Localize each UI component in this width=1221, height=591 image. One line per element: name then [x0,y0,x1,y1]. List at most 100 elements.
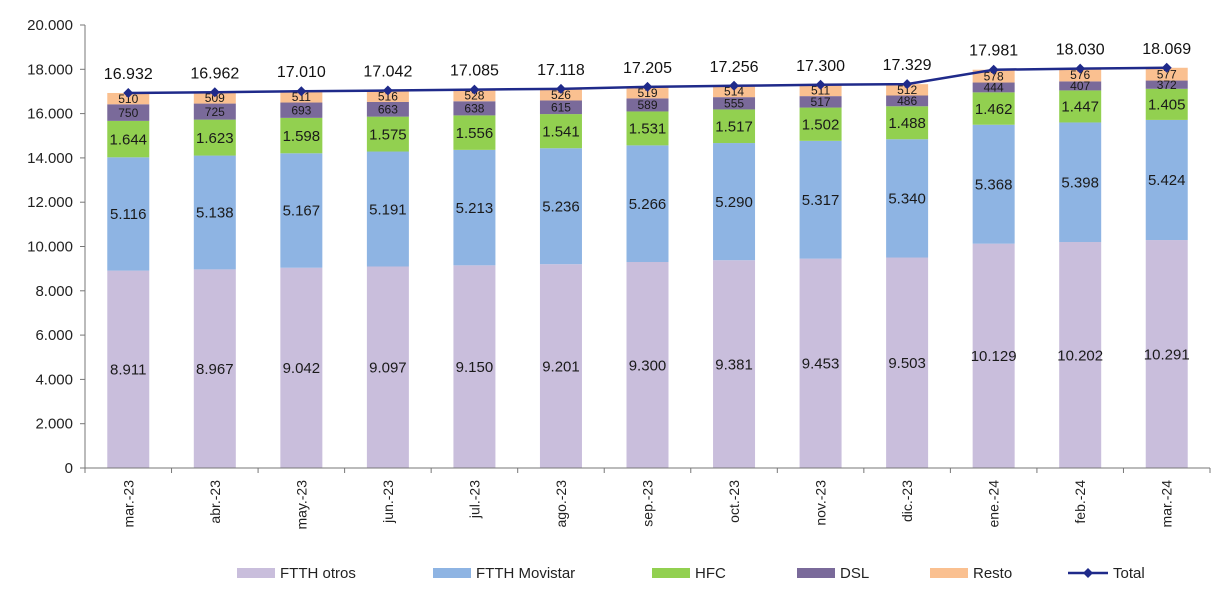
data-label: 8.911 [110,362,146,379]
bar-segment-ftth-movistar [107,157,150,271]
data-label: 9.042 [283,360,321,377]
bar-segment-dsl [626,98,669,112]
bar-segment-resto [107,92,150,105]
data-label: 10.129 [971,348,1017,365]
y-tick-label: 14.000 [27,150,73,167]
total-marker [815,79,826,90]
total-marker [555,83,566,94]
legend-label: FTTH Movistar [476,565,575,582]
bar-segment-ftth-otros [799,258,842,468]
bar-segment-hfc [886,106,929,140]
legend-swatch [652,568,690,578]
legend-label: Resto [973,565,1012,582]
data-label: 516 [378,89,398,103]
data-label: 514 [724,85,744,99]
total-marker [296,86,307,97]
bar-segment-hfc [1059,90,1102,123]
bar-segment-ftth-movistar [799,140,842,259]
data-label: 5.290 [715,194,753,211]
bar-segment-ftth-movistar [972,124,1015,244]
bar-segment-resto [366,90,409,102]
data-label: 9.503 [888,355,926,372]
data-label: 5.213 [456,200,494,217]
data-label: 750 [118,106,138,120]
total-label: 18.069 [1142,41,1191,58]
data-label: 510 [118,92,138,106]
bar-segment-ftth-otros [366,266,409,468]
x-tick-label: sep.-23 [640,480,656,527]
data-label: 5.138 [196,205,234,222]
data-label: 615 [551,100,571,114]
bar-segment-hfc [1145,88,1188,120]
bar-segment-ftth-otros [713,260,756,468]
x-tick-label: jun.-23 [380,480,396,524]
data-label: 1.644 [109,131,147,148]
legend-swatch [433,568,471,578]
bar-segment-ftth-otros [280,267,323,468]
total-label: 17.085 [450,63,499,80]
bar-segment-resto [972,69,1015,83]
bar-segment-ftth-otros [972,243,1015,468]
bar-segment-ftth-otros [539,264,582,468]
bar-segment-resto [886,84,929,96]
data-label: 1.598 [283,128,321,145]
y-tick-label: 10.000 [27,239,73,256]
bar-segment-hfc [280,117,323,154]
bar-segment-ftth-otros [453,265,496,468]
data-label: 1.462 [975,101,1013,118]
bar-segment-resto [539,88,582,101]
data-label: 10.291 [1144,346,1190,363]
x-tick-label: ene.-24 [986,480,1002,528]
total-marker [902,79,913,90]
total-marker [988,64,999,75]
data-label: 486 [897,94,917,108]
data-label: 1.447 [1061,99,1099,116]
data-label: 1.556 [456,125,494,142]
data-label: 5.116 [110,206,146,223]
total-label: 17.042 [363,64,412,81]
data-label: 526 [551,88,571,102]
data-label: 528 [464,89,484,103]
bar-segment-ftth-otros [193,269,236,468]
total-marker [642,81,653,92]
total-marker [1075,63,1086,74]
bar-segment-ftth-otros [1145,240,1188,468]
bar-segment-ftth-movistar [453,149,496,266]
bar-segment-ftth-movistar [193,155,236,270]
y-tick-label: 12.000 [27,194,73,211]
data-label: 519 [637,86,657,100]
legend-label: FTTH otros [280,565,356,582]
bar-segment-ftth-movistar [366,151,409,267]
total-label: 17.205 [623,60,672,77]
bar-segment-dsl [799,96,842,108]
bar-segment-dsl [453,101,496,116]
total-label: 16.932 [104,66,153,83]
bar-segment-ftth-movistar [713,143,756,261]
data-label: 5.167 [283,203,321,220]
bar-segment-dsl [193,103,236,120]
bar-segment-hfc [539,114,582,149]
bar-segment-resto [453,89,496,102]
bar-segment-ftth-otros [626,262,669,468]
bar-segment-hfc [107,120,150,158]
data-label: 1.517 [715,118,753,135]
x-tick-label: dic.-23 [899,480,915,522]
data-label: 517 [811,95,831,109]
legend-label: HFC [695,565,726,582]
bar-segment-ftth-otros [107,270,150,468]
legend-label: Total [1113,565,1145,582]
y-tick-label: 16.000 [27,106,73,123]
data-label: 372 [1157,78,1177,92]
bar-segment-resto [799,84,842,97]
data-label: 511 [292,90,311,104]
data-label: 1.623 [196,130,234,147]
legend-swatch [797,568,835,578]
bar-segment-resto [626,86,669,99]
total-label: 17.300 [796,58,845,75]
data-label: 576 [1070,68,1090,82]
data-label: 5.236 [542,198,580,215]
bar-segment-dsl [366,101,409,117]
data-label: 9.381 [715,356,753,373]
